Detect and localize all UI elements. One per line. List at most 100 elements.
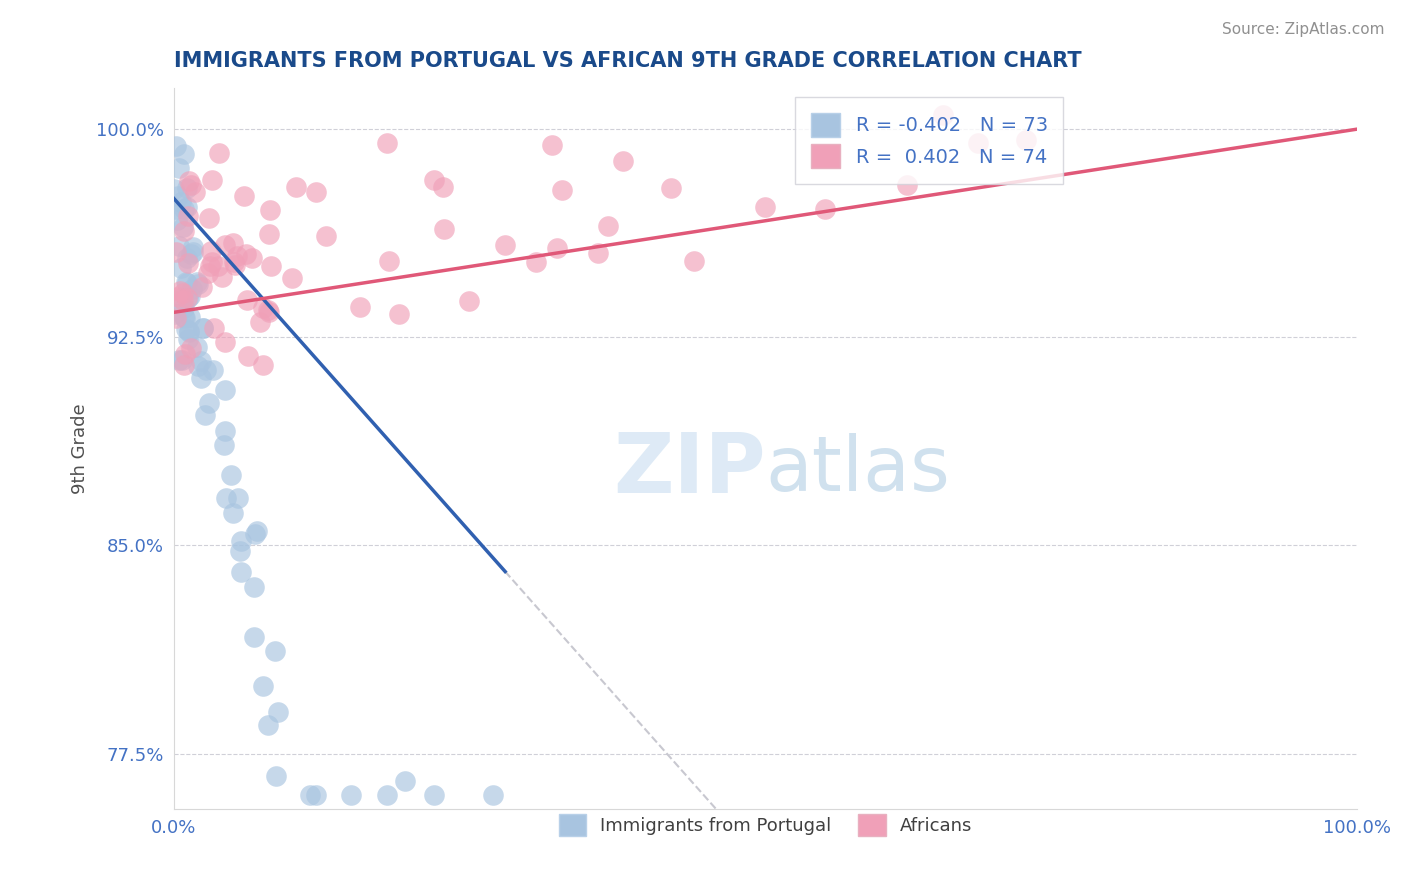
- Point: [225, 249, 247, 263]
- Point: [173, 310, 195, 325]
- Point: [177, 332, 200, 346]
- Point: [165, 245, 187, 260]
- Point: [166, 290, 188, 304]
- Point: [214, 425, 236, 439]
- Point: [177, 324, 200, 338]
- Point: [229, 544, 252, 558]
- Point: [214, 438, 236, 452]
- Point: [201, 255, 224, 269]
- Point: [659, 181, 682, 195]
- Point: [394, 774, 416, 789]
- Point: [243, 581, 266, 595]
- Point: [202, 321, 225, 335]
- Point: [173, 202, 195, 216]
- Point: [174, 347, 197, 361]
- Point: [197, 266, 219, 280]
- Point: [169, 291, 191, 305]
- Point: [198, 211, 221, 225]
- Point: [181, 245, 204, 260]
- Point: [243, 630, 266, 644]
- Point: [165, 307, 187, 321]
- Point: [200, 244, 222, 259]
- Point: [315, 228, 337, 243]
- Point: [190, 354, 212, 368]
- Point: [546, 241, 568, 255]
- Point: [214, 334, 236, 349]
- Point: [494, 237, 516, 252]
- Point: [191, 321, 214, 335]
- Point: [177, 291, 200, 305]
- Point: [612, 153, 634, 168]
- Point: [243, 527, 266, 541]
- Point: [201, 173, 224, 187]
- Point: [190, 371, 212, 385]
- Point: [229, 534, 252, 549]
- Point: [214, 384, 236, 398]
- Point: [198, 259, 221, 273]
- Point: [173, 224, 195, 238]
- Point: [184, 186, 207, 200]
- Point: [222, 255, 245, 269]
- Point: [240, 252, 263, 266]
- Point: [179, 174, 201, 188]
- Point: [967, 136, 990, 150]
- Point: [231, 565, 253, 579]
- Point: [172, 285, 194, 300]
- Point: [179, 289, 201, 303]
- Point: [224, 258, 246, 272]
- Point: [252, 358, 274, 372]
- Point: [177, 255, 200, 269]
- Point: [176, 277, 198, 291]
- Point: [586, 245, 609, 260]
- Point: [165, 202, 187, 216]
- Text: Source: ZipAtlas.com: Source: ZipAtlas.com: [1222, 22, 1385, 37]
- Point: [169, 239, 191, 253]
- Point: [166, 213, 188, 227]
- Point: [754, 201, 776, 215]
- Point: [259, 202, 281, 217]
- Point: [170, 195, 193, 210]
- Point: [260, 259, 283, 273]
- Point: [299, 789, 322, 803]
- Point: [172, 220, 194, 235]
- Point: [896, 178, 918, 192]
- Point: [167, 352, 190, 367]
- Point: [551, 183, 574, 197]
- Point: [219, 468, 242, 483]
- Point: [236, 293, 259, 307]
- Point: [423, 789, 446, 803]
- Point: [179, 310, 201, 324]
- Point: [252, 301, 274, 316]
- Point: [177, 326, 200, 340]
- Point: [257, 302, 280, 317]
- Point: [541, 138, 564, 153]
- Point: [432, 180, 454, 194]
- Point: [169, 284, 191, 298]
- Point: [180, 178, 202, 192]
- Point: [207, 259, 229, 273]
- Text: ZIP: ZIP: [613, 429, 765, 510]
- Point: [263, 643, 285, 657]
- Point: [596, 219, 619, 233]
- Point: [233, 189, 256, 203]
- Point: [1015, 133, 1038, 147]
- Point: [170, 260, 193, 275]
- Point: [524, 255, 547, 269]
- Point: [266, 769, 288, 783]
- Point: [378, 253, 401, 268]
- Point: [305, 789, 328, 803]
- Point: [433, 222, 456, 236]
- Point: [222, 236, 245, 251]
- Point: [813, 202, 835, 217]
- Point: [163, 181, 186, 195]
- Point: [176, 181, 198, 195]
- Point: [388, 307, 411, 321]
- Point: [222, 506, 245, 520]
- Text: atlas: atlas: [765, 433, 950, 507]
- Point: [195, 363, 218, 377]
- Point: [284, 180, 307, 194]
- Point: [214, 237, 236, 252]
- Point: [173, 301, 195, 316]
- Point: [340, 789, 363, 803]
- Point: [181, 282, 204, 296]
